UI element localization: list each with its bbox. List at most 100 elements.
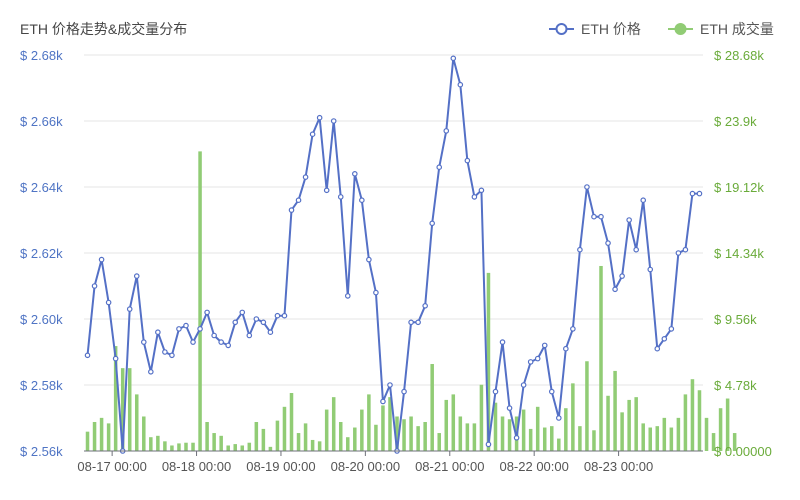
price-point [380, 398, 386, 405]
volume-bar [113, 346, 118, 451]
volume-bar [240, 445, 245, 451]
price-point [204, 309, 210, 316]
price-point [295, 197, 302, 204]
price-point [387, 382, 393, 388]
volume-bar [163, 441, 167, 451]
price-point [429, 220, 435, 227]
volume-bar [521, 409, 526, 451]
price-point [640, 197, 647, 204]
volume-bar [613, 370, 617, 451]
left-tick-label: $ 2.56k [20, 444, 63, 459]
price-point [689, 190, 696, 197]
left-tick-label: $ 2.62k [20, 246, 63, 261]
volume-bar [233, 444, 237, 451]
volume-bar [303, 423, 308, 451]
price-point [457, 81, 464, 88]
price-point [556, 415, 562, 421]
volume-bar [683, 394, 688, 451]
volume-bar [191, 442, 195, 451]
price-point [541, 342, 548, 349]
volume-bar [142, 416, 146, 451]
volume-bar [599, 265, 603, 451]
volume-bar [564, 408, 568, 451]
volume-bar [331, 397, 336, 451]
price-point [647, 266, 654, 273]
volume-bar [92, 422, 97, 451]
price-point [661, 335, 668, 342]
volume-bar [367, 394, 371, 451]
volume-bar [697, 390, 702, 451]
price-point [591, 213, 597, 220]
volume-bar [198, 151, 202, 451]
left-tick-label: $ 2.66k [20, 114, 63, 129]
volume-bar [85, 431, 90, 451]
volume-bar [507, 419, 512, 451]
volume-bar [247, 442, 252, 451]
price-point [513, 434, 520, 441]
price-point [253, 316, 260, 322]
volume-bar [472, 423, 477, 451]
volume-bar [353, 427, 357, 451]
volume-bar [134, 394, 139, 451]
volume-bar [416, 426, 420, 451]
price-point [148, 368, 154, 375]
volume-bar [451, 394, 456, 451]
volume-bar [718, 408, 723, 451]
price-point [316, 114, 323, 121]
price-point [330, 118, 337, 124]
price-point [366, 256, 372, 263]
volume-bar [127, 368, 132, 451]
volume-bar [486, 272, 491, 451]
price-point [668, 326, 675, 332]
legend-swatch-marker [674, 23, 687, 35]
legend-item[interactable]: ETH 成交量 [668, 21, 774, 37]
price-point [126, 306, 133, 312]
legend[interactable]: ETH 价格 ETH 成交量 [549, 21, 774, 37]
price-point [626, 217, 632, 223]
price-point [619, 273, 625, 279]
price-point [155, 329, 161, 336]
volume-bar [254, 422, 259, 451]
price-point [337, 194, 344, 200]
price-point [584, 184, 590, 190]
price-point [401, 388, 407, 395]
price-line [84, 55, 703, 454]
price-point [281, 312, 288, 319]
volume-bar [704, 417, 709, 451]
price-point [162, 349, 168, 355]
price-point [260, 319, 267, 326]
volume-bar [423, 422, 427, 451]
price-point [506, 405, 513, 411]
x-tick-label: 08-21 00:00 [415, 459, 484, 474]
volume-bar [725, 398, 730, 451]
volume-bar [177, 443, 181, 451]
price-point [478, 187, 485, 194]
x-tick-label: 08-22 00:00 [499, 459, 568, 474]
price-point [570, 326, 576, 332]
legend-item[interactable]: ETH 价格 [549, 21, 641, 37]
x-tick-label: 08-19 00:00 [246, 459, 315, 474]
volume-bar [648, 427, 653, 451]
price-point [422, 302, 428, 309]
legend-swatch-marker [555, 23, 568, 35]
price-point [352, 171, 358, 177]
right-tick-label: $ 28.68k [714, 48, 764, 63]
price-point [415, 319, 421, 326]
volume-bar [346, 437, 350, 451]
price-point [302, 174, 309, 180]
x-tick-label: 08-18 00:00 [162, 459, 231, 474]
price-point [654, 345, 661, 352]
price-point [492, 388, 499, 395]
price-point [548, 388, 555, 395]
volume-bar [374, 424, 378, 451]
price-point [408, 319, 414, 326]
price-point [450, 55, 457, 62]
price-point [696, 190, 703, 197]
volume-bar [324, 409, 329, 451]
volume-bar [402, 419, 406, 451]
price-point [183, 322, 189, 329]
price-point [274, 312, 281, 319]
price-point [98, 256, 105, 263]
volume-bar [388, 397, 392, 451]
